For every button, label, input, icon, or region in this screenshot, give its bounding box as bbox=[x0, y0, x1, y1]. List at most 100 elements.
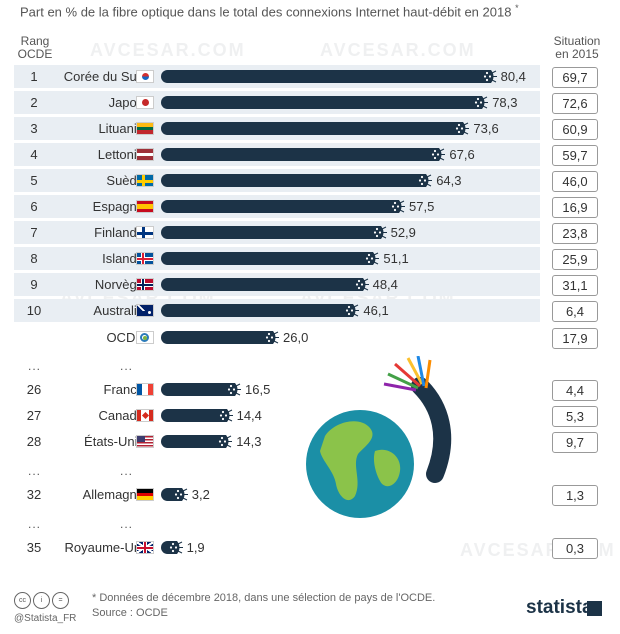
situation-header-line1: Situation bbox=[553, 34, 601, 48]
chart-row: 4 Lettonie 67,6 bbox=[14, 143, 540, 166]
ellipsis-rank: ... bbox=[28, 359, 42, 373]
bar-value-label: 46,1 bbox=[363, 303, 389, 318]
fiber-strands bbox=[383, 356, 432, 392]
country-label: Lituanie bbox=[98, 121, 144, 136]
watermark-text: AVCESAR.COM bbox=[90, 40, 246, 60]
country-label: Japon bbox=[108, 95, 144, 110]
value-2015-box: 0,3 bbox=[552, 538, 598, 559]
fiber-end-icon bbox=[353, 278, 369, 291]
country-label: Corée du Sud bbox=[63, 69, 144, 84]
subtitle-footnote-mark: * bbox=[515, 3, 519, 13]
country-label: France bbox=[103, 382, 144, 397]
fiber-end-icon bbox=[473, 96, 489, 109]
fiber-end-icon bbox=[430, 148, 446, 161]
bar-value-label: 64,3 bbox=[436, 173, 462, 188]
bar bbox=[161, 331, 265, 344]
bar bbox=[161, 96, 475, 109]
cc-license-icon: cc bbox=[14, 592, 31, 609]
flag-kr-icon bbox=[136, 70, 154, 83]
bar bbox=[161, 409, 219, 422]
bar-value-label: 73,6 bbox=[473, 121, 499, 136]
country-label: OCDE bbox=[106, 330, 144, 345]
country-label: Allemagne bbox=[82, 487, 144, 502]
watermark-text: AVCESAR.COM bbox=[320, 40, 476, 60]
rank-label: 10 bbox=[26, 303, 42, 318]
situation-2015-header: Situation en 2015 bbox=[546, 35, 608, 61]
ellipsis-country: ... bbox=[120, 464, 134, 478]
ellipsis-rank: ... bbox=[28, 517, 42, 531]
value-2015-box: 31,1 bbox=[552, 275, 598, 296]
rank-label: 28 bbox=[26, 434, 42, 449]
rank-header-line1: Rang bbox=[20, 34, 50, 48]
country-label: Lettonie bbox=[97, 147, 144, 162]
flag-oecd-icon bbox=[136, 331, 154, 344]
rank-label: 5 bbox=[30, 173, 38, 188]
rank-header: Rang OCDE bbox=[16, 35, 54, 61]
flag-lt-icon bbox=[136, 122, 154, 135]
country-label: Canada bbox=[98, 408, 144, 423]
statista-logo-mark[interactable] bbox=[587, 601, 602, 616]
flag-fr-icon bbox=[136, 383, 154, 396]
bar bbox=[161, 148, 432, 161]
chart-row: 10 Australie 46,1 bbox=[14, 299, 540, 322]
chart-row: 7 Finlande 52,9 bbox=[14, 221, 540, 244]
rank-label: 2 bbox=[30, 95, 38, 110]
bar-value-label: 48,4 bbox=[372, 277, 398, 292]
globe-fiber-illustration bbox=[306, 356, 452, 518]
fiber-end-icon bbox=[226, 383, 241, 396]
country-label: Espagne bbox=[92, 199, 144, 214]
flag-de-icon bbox=[136, 488, 154, 501]
attribution-icon: i bbox=[33, 592, 50, 609]
bar bbox=[161, 252, 366, 265]
chart-row: 32 Allemagne 3,2 bbox=[14, 483, 540, 506]
fiber-end-icon bbox=[364, 252, 380, 265]
bar bbox=[161, 174, 419, 187]
chart-row: 8 Islande 51,1 bbox=[14, 247, 540, 270]
fiber-end-icon bbox=[167, 541, 183, 554]
chart-row: 9 Norvège 48,4 bbox=[14, 273, 540, 296]
country-label: Suède bbox=[106, 173, 144, 188]
value-2015-box: 16,9 bbox=[552, 197, 598, 218]
rank-label: 7 bbox=[30, 225, 38, 240]
value-2015-box: 5,3 bbox=[552, 406, 598, 427]
ellipsis-country: ... bbox=[120, 517, 134, 531]
value-2015-box: 1,3 bbox=[552, 485, 598, 506]
value-2015-box: 23,8 bbox=[552, 223, 598, 244]
bar-value-label: 51,1 bbox=[383, 251, 409, 266]
bar bbox=[161, 541, 169, 554]
fiber-end-icon bbox=[390, 200, 405, 213]
statista-logo[interactable]: statista bbox=[526, 597, 593, 618]
rank-label: 35 bbox=[26, 540, 42, 555]
chart-row: 35 Royaume-Uni 1,9 bbox=[14, 536, 540, 559]
bar-value-label: 67,6 bbox=[449, 147, 475, 162]
bar bbox=[161, 200, 391, 213]
rank-label: 9 bbox=[30, 277, 38, 292]
bar-value-label: 80,4 bbox=[500, 69, 526, 84]
source-text: Source : OCDE bbox=[92, 607, 168, 619]
bar-value-label: 52,9 bbox=[390, 225, 416, 240]
bar-value-label: 3,2 bbox=[191, 487, 210, 502]
bar-value-label: 26,0 bbox=[283, 330, 309, 345]
bar-value-label: 57,5 bbox=[409, 199, 435, 214]
country-label: États-Unis bbox=[84, 434, 144, 449]
rank-label: 4 bbox=[30, 147, 38, 162]
fiber-end-icon bbox=[172, 488, 188, 501]
flag-us-icon bbox=[136, 435, 154, 448]
value-2015-box: 4,4 bbox=[552, 380, 598, 401]
fiber-end-icon bbox=[481, 70, 497, 83]
chart-row: 26 France 16,5 bbox=[14, 378, 540, 401]
fiber-end-icon bbox=[344, 304, 360, 317]
rank-label: 6 bbox=[30, 199, 38, 214]
flag-gb-icon bbox=[136, 541, 154, 554]
value-2015-box: 69,7 bbox=[552, 67, 598, 88]
rank-label: 26 bbox=[26, 382, 42, 397]
chart-row: OCDE 26,0 bbox=[14, 326, 540, 349]
chart-subtitle: Part en % de la fibre optique dans le to… bbox=[20, 3, 519, 19]
fiber-end-icon bbox=[264, 331, 279, 344]
rank-label: 27 bbox=[26, 408, 42, 423]
country-label: Norvège bbox=[94, 277, 144, 292]
flag-se-icon bbox=[136, 174, 154, 187]
fiber-end-icon bbox=[371, 226, 387, 239]
rank-label: 32 bbox=[26, 487, 42, 502]
fiber-end-icon bbox=[454, 122, 470, 135]
